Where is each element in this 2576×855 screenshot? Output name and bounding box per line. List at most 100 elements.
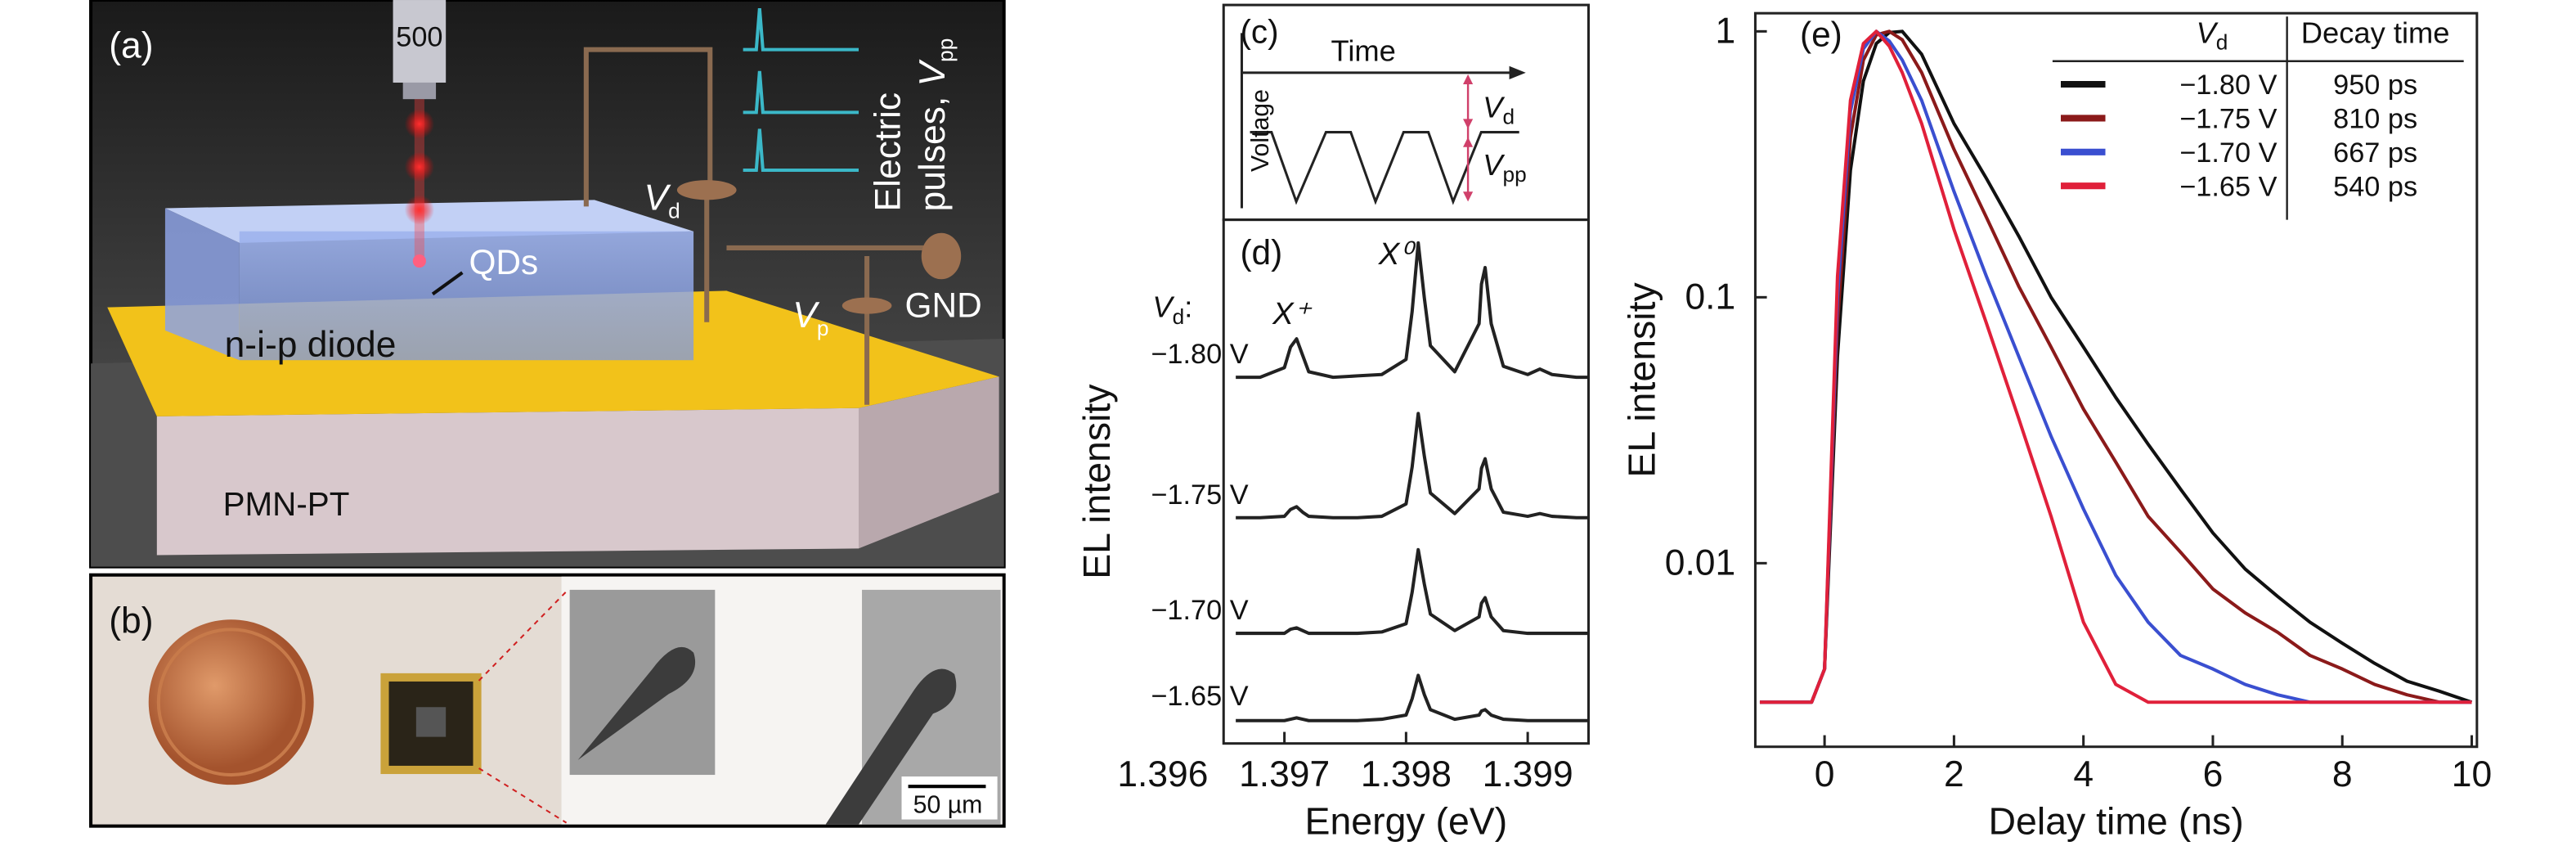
series-title: Vd:	[1152, 290, 1192, 329]
x-tick-label: 8	[2332, 754, 2353, 794]
legend-label: −1.65 V	[2179, 171, 2277, 202]
y-axis-label: EL intensity	[1620, 282, 1663, 478]
series-label: −1.65 V	[1151, 681, 1248, 712]
panel-c: (c) Time Voltage Vd Vpp	[1222, 3, 1591, 222]
objective-label: 500	[396, 22, 442, 53]
qd-arrow	[431, 271, 464, 296]
voltage-label: Voltage	[1247, 89, 1274, 172]
y-axis-label: EL intensity	[1075, 384, 1118, 579]
series-line	[1759, 29, 2472, 704]
panel-b: (b) 50 µm	[89, 573, 1006, 828]
arrow-head	[1463, 137, 1474, 147]
pulse	[743, 128, 859, 173]
qds-label: QDs	[469, 243, 538, 281]
symbol: V	[1483, 148, 1506, 182]
legend-header: Decay time	[2301, 16, 2450, 50]
legend-decay-time: 810 ps	[2333, 104, 2417, 135]
coin-rim	[156, 628, 306, 777]
vpp-label: Vpp	[1483, 148, 1526, 187]
diode-front	[239, 231, 694, 361]
legend-label: −1.80 V	[2179, 70, 2277, 101]
subscript: p	[817, 316, 829, 340]
suffix: :	[1184, 290, 1192, 324]
vd-label: Vd	[1483, 90, 1515, 128]
arrow-head	[1463, 191, 1474, 202]
coin	[148, 619, 314, 785]
quantum-dot	[412, 254, 426, 268]
x-tick-label: 6	[2203, 754, 2224, 794]
symbol: V	[792, 295, 820, 335]
series-line	[1236, 673, 1589, 722]
y-tick-label: 0.1	[1685, 277, 1735, 317]
panel-label: (b)	[109, 601, 153, 641]
wire	[583, 47, 713, 207]
series-line	[1236, 547, 1589, 636]
legend-label: −1.70 V	[2179, 137, 2277, 169]
pulse	[743, 70, 859, 115]
contact	[841, 297, 892, 314]
subscript: d	[2216, 30, 2228, 55]
series-line	[1759, 29, 2473, 704]
x-tick-label: 1.397	[1239, 754, 1330, 794]
diode-label: n-i-p diode	[225, 325, 397, 365]
symbol: V	[913, 58, 953, 86]
contact	[676, 180, 737, 200]
x-tick-label: 1.396	[1117, 754, 1208, 794]
waveform	[1250, 131, 1519, 205]
x-tick-label: 0	[1815, 754, 1835, 794]
symbol: V	[1152, 290, 1175, 324]
scale-label: 50 µm	[913, 791, 983, 818]
peak-label: X⁰	[1378, 236, 1417, 272]
panel-label: (d)	[1240, 233, 1282, 272]
arrow-head	[1509, 65, 1526, 79]
series-label: −1.70 V	[1151, 595, 1248, 626]
series-label: −1.80 V	[1151, 339, 1248, 370]
laser-spot	[404, 195, 435, 225]
x-axis-label: Delay time (ns)	[1989, 800, 2244, 843]
legend-decay-time: 950 ps	[2333, 70, 2417, 101]
legend-label: −1.75 V	[2179, 104, 2277, 135]
symbol: V	[644, 178, 671, 218]
symbol: V	[1483, 90, 1506, 124]
y-tick-label: 1	[1716, 11, 1736, 51]
series-line	[1236, 412, 1589, 520]
subscript: pp	[1503, 162, 1527, 187]
panel-label: (e)	[1800, 16, 1842, 54]
gnd-label: GND	[905, 286, 982, 325]
laser-spot	[404, 109, 435, 139]
series-line	[1759, 29, 2472, 704]
plot-frame	[1753, 11, 2479, 749]
x-tick-label: 1.399	[1483, 754, 1573, 794]
legend-decay-time: 540 ps	[2333, 171, 2417, 202]
subscript: d	[668, 199, 680, 223]
arrow-head	[1463, 74, 1474, 85]
series-line	[1236, 241, 1589, 380]
subscript: pp	[933, 38, 958, 62]
zoom-line	[478, 767, 568, 824]
panel-label: (a)	[109, 26, 153, 66]
vp-label: Vp	[792, 295, 828, 340]
chip-die	[415, 707, 447, 737]
zoom-line	[478, 591, 568, 682]
scale-box	[901, 776, 998, 820]
objective	[393, 0, 447, 83]
x-tick-label: 1.398	[1361, 754, 1452, 794]
panel-label: (c)	[1240, 13, 1278, 51]
legend-decay-time: 667 ps	[2333, 137, 2417, 169]
x-tick-label: 2	[1944, 754, 1964, 794]
probe	[825, 668, 957, 825]
pulses-label: Electric	[868, 92, 908, 212]
x-tick-label: 10	[2452, 754, 2492, 794]
substrate-label: PMN-PT	[223, 485, 350, 523]
symbol: V	[2197, 16, 2219, 50]
x-axis-label: Energy (eV)	[1304, 800, 1507, 843]
substrate-side	[859, 376, 999, 549]
gnd-connector	[921, 232, 962, 280]
vd-label: Vd	[644, 178, 680, 223]
pulse	[743, 7, 859, 52]
subscript: d	[1173, 304, 1185, 329]
subscript: d	[1503, 104, 1515, 128]
time-label: Time	[1331, 34, 1395, 68]
